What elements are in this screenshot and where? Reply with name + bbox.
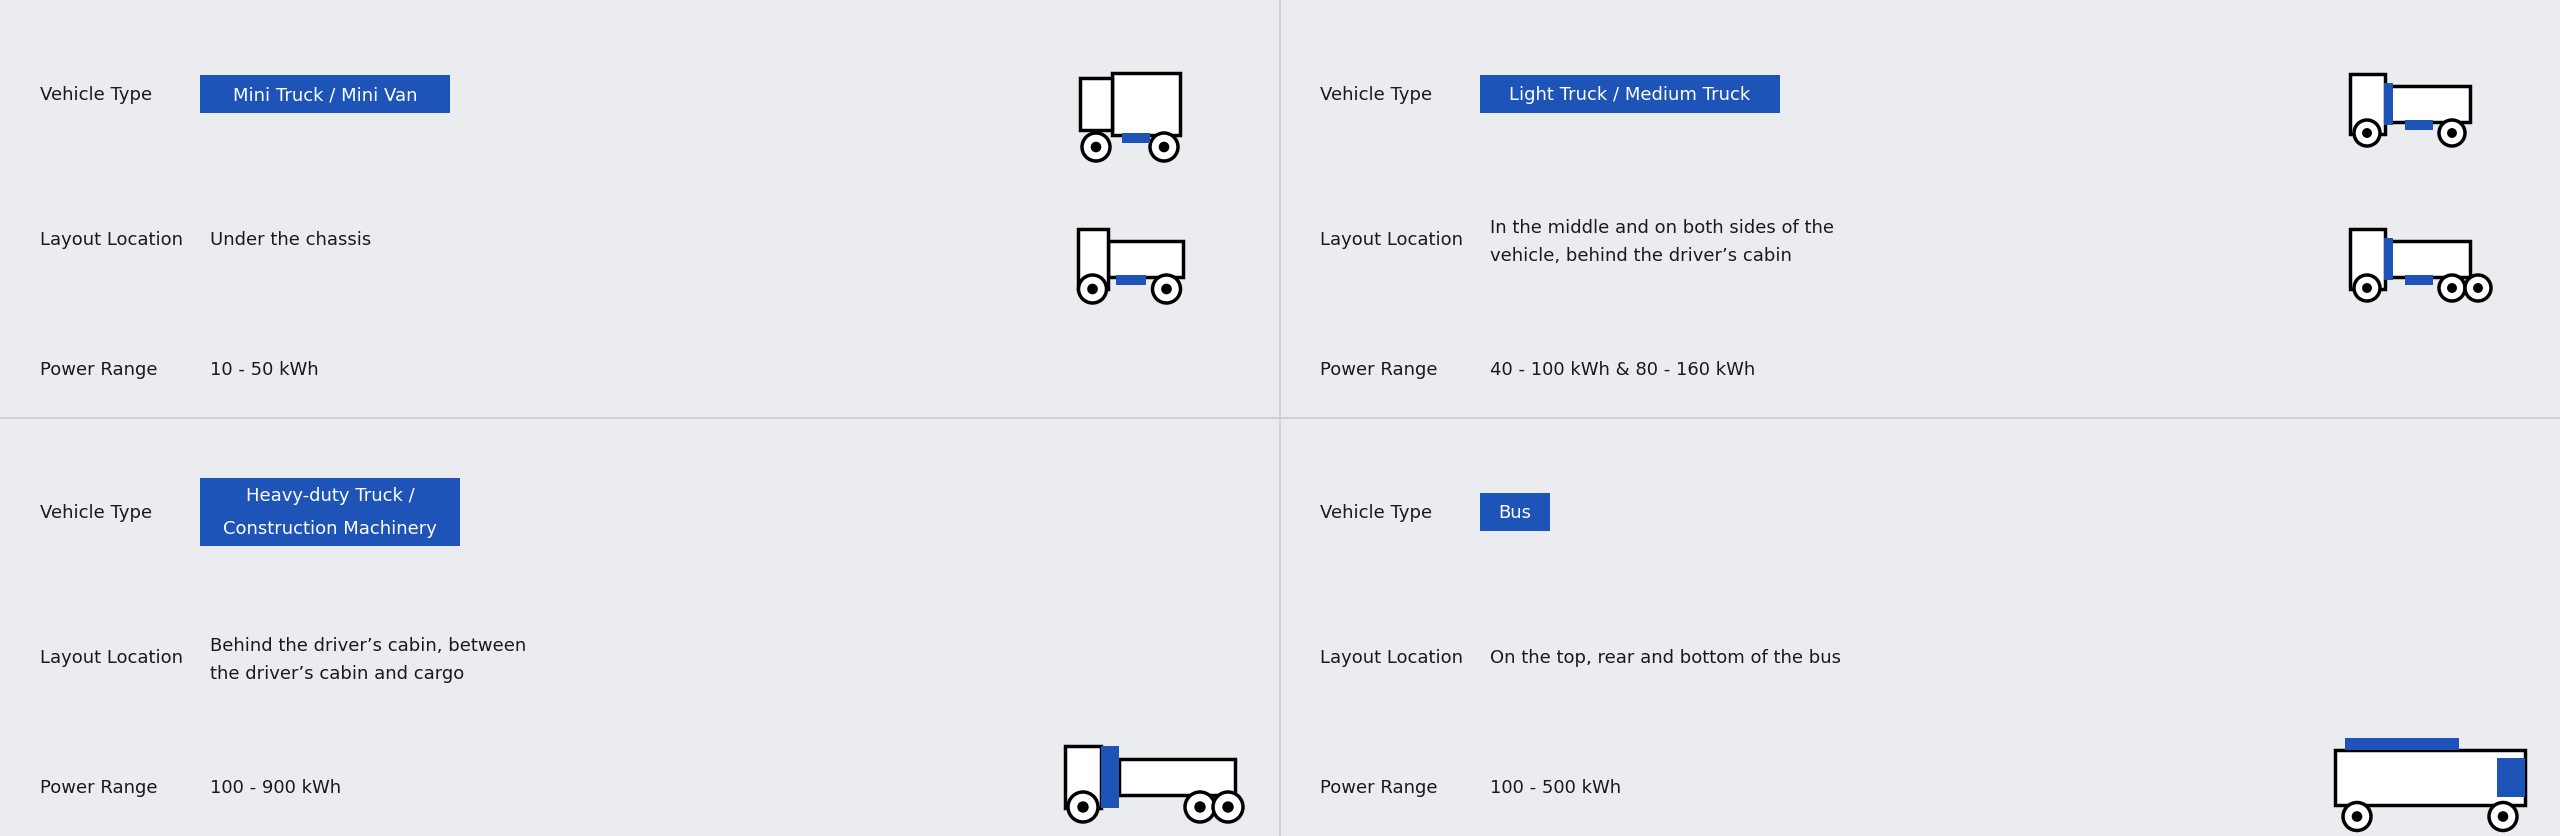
Circle shape xyxy=(1088,284,1098,295)
Circle shape xyxy=(1083,134,1111,162)
Bar xyxy=(1078,230,1108,289)
Text: Construction Machinery: Construction Machinery xyxy=(223,519,438,538)
Bar xyxy=(1480,76,1779,114)
Bar xyxy=(2496,757,2524,797)
Circle shape xyxy=(1149,134,1178,162)
Text: Power Range: Power Range xyxy=(1321,778,1439,796)
Bar xyxy=(1119,759,1234,795)
Circle shape xyxy=(2440,276,2465,302)
Bar xyxy=(2404,121,2432,131)
Bar xyxy=(2386,242,2470,278)
Circle shape xyxy=(2363,283,2373,293)
Circle shape xyxy=(1196,802,1206,813)
Circle shape xyxy=(1078,802,1088,813)
Circle shape xyxy=(1213,792,1244,822)
Bar xyxy=(200,76,451,114)
Bar xyxy=(2350,75,2386,135)
Circle shape xyxy=(2355,276,2381,302)
Text: In the middle and on both sides of the: In the middle and on both sides of the xyxy=(1490,219,1833,237)
Circle shape xyxy=(2353,811,2363,822)
Circle shape xyxy=(1091,142,1101,153)
Bar xyxy=(2383,84,2394,126)
Circle shape xyxy=(2440,121,2465,147)
Text: the driver’s cabin and cargo: the driver’s cabin and cargo xyxy=(210,665,463,682)
Bar xyxy=(1121,134,1149,144)
Bar xyxy=(2404,276,2432,286)
Bar xyxy=(1116,276,1144,286)
Text: Heavy-duty Truck /: Heavy-duty Truck / xyxy=(246,487,415,504)
Text: Vehicle Type: Vehicle Type xyxy=(1321,503,1431,522)
Circle shape xyxy=(1152,276,1180,303)
Circle shape xyxy=(1162,284,1172,295)
Text: 100 - 900 kWh: 100 - 900 kWh xyxy=(210,778,340,796)
Text: Under the chassis: Under the chassis xyxy=(210,231,371,248)
Bar xyxy=(1111,74,1180,135)
Text: 100 - 500 kWh: 100 - 500 kWh xyxy=(1490,778,1620,796)
Text: Vehicle Type: Vehicle Type xyxy=(1321,86,1431,104)
Text: vehicle, behind the driver’s cabin: vehicle, behind the driver’s cabin xyxy=(1490,247,1792,265)
Circle shape xyxy=(1068,792,1098,822)
Circle shape xyxy=(2499,811,2509,822)
Circle shape xyxy=(2355,121,2381,147)
Circle shape xyxy=(2363,129,2373,139)
Circle shape xyxy=(1185,792,1216,822)
Bar xyxy=(1108,242,1183,278)
Bar xyxy=(2350,230,2386,289)
Text: Vehicle Type: Vehicle Type xyxy=(41,86,151,104)
Text: Layout Location: Layout Location xyxy=(41,648,182,666)
Circle shape xyxy=(2447,129,2458,139)
Bar xyxy=(2345,737,2460,750)
Circle shape xyxy=(2447,283,2458,293)
Bar xyxy=(2386,87,2470,123)
Bar xyxy=(1480,493,1549,532)
Bar xyxy=(1101,746,1119,808)
Text: Layout Location: Layout Location xyxy=(1321,648,1462,666)
Bar xyxy=(2383,239,2394,281)
Bar xyxy=(2335,750,2524,804)
Circle shape xyxy=(1078,276,1106,303)
Text: Mini Truck / Mini Van: Mini Truck / Mini Van xyxy=(233,86,417,104)
Text: Layout Location: Layout Location xyxy=(41,231,182,248)
Bar xyxy=(200,478,461,547)
Circle shape xyxy=(2465,276,2491,302)
Text: Power Range: Power Range xyxy=(41,778,159,796)
Bar xyxy=(1065,746,1101,808)
Text: Behind the driver’s cabin, between: Behind the driver’s cabin, between xyxy=(210,636,527,655)
Text: Vehicle Type: Vehicle Type xyxy=(41,503,151,522)
Circle shape xyxy=(2473,283,2483,293)
Circle shape xyxy=(1160,142,1170,153)
Text: 10 - 50 kWh: 10 - 50 kWh xyxy=(210,360,317,379)
Text: Power Range: Power Range xyxy=(41,360,159,379)
Text: Layout Location: Layout Location xyxy=(1321,231,1462,248)
Circle shape xyxy=(2488,803,2516,830)
Text: On the top, rear and bottom of the bus: On the top, rear and bottom of the bus xyxy=(1490,648,1841,666)
Bar xyxy=(1080,79,1111,131)
Circle shape xyxy=(2342,803,2371,830)
Text: Light Truck / Medium Truck: Light Truck / Medium Truck xyxy=(1510,86,1751,104)
Text: Bus: Bus xyxy=(1498,503,1531,522)
Circle shape xyxy=(1221,802,1234,813)
Text: 40 - 100 kWh & 80 - 160 kWh: 40 - 100 kWh & 80 - 160 kWh xyxy=(1490,360,1756,379)
Text: Power Range: Power Range xyxy=(1321,360,1439,379)
